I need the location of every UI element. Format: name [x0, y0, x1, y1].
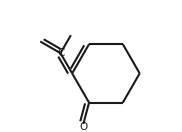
Text: O: O: [79, 122, 88, 132]
Text: C: C: [58, 48, 65, 58]
